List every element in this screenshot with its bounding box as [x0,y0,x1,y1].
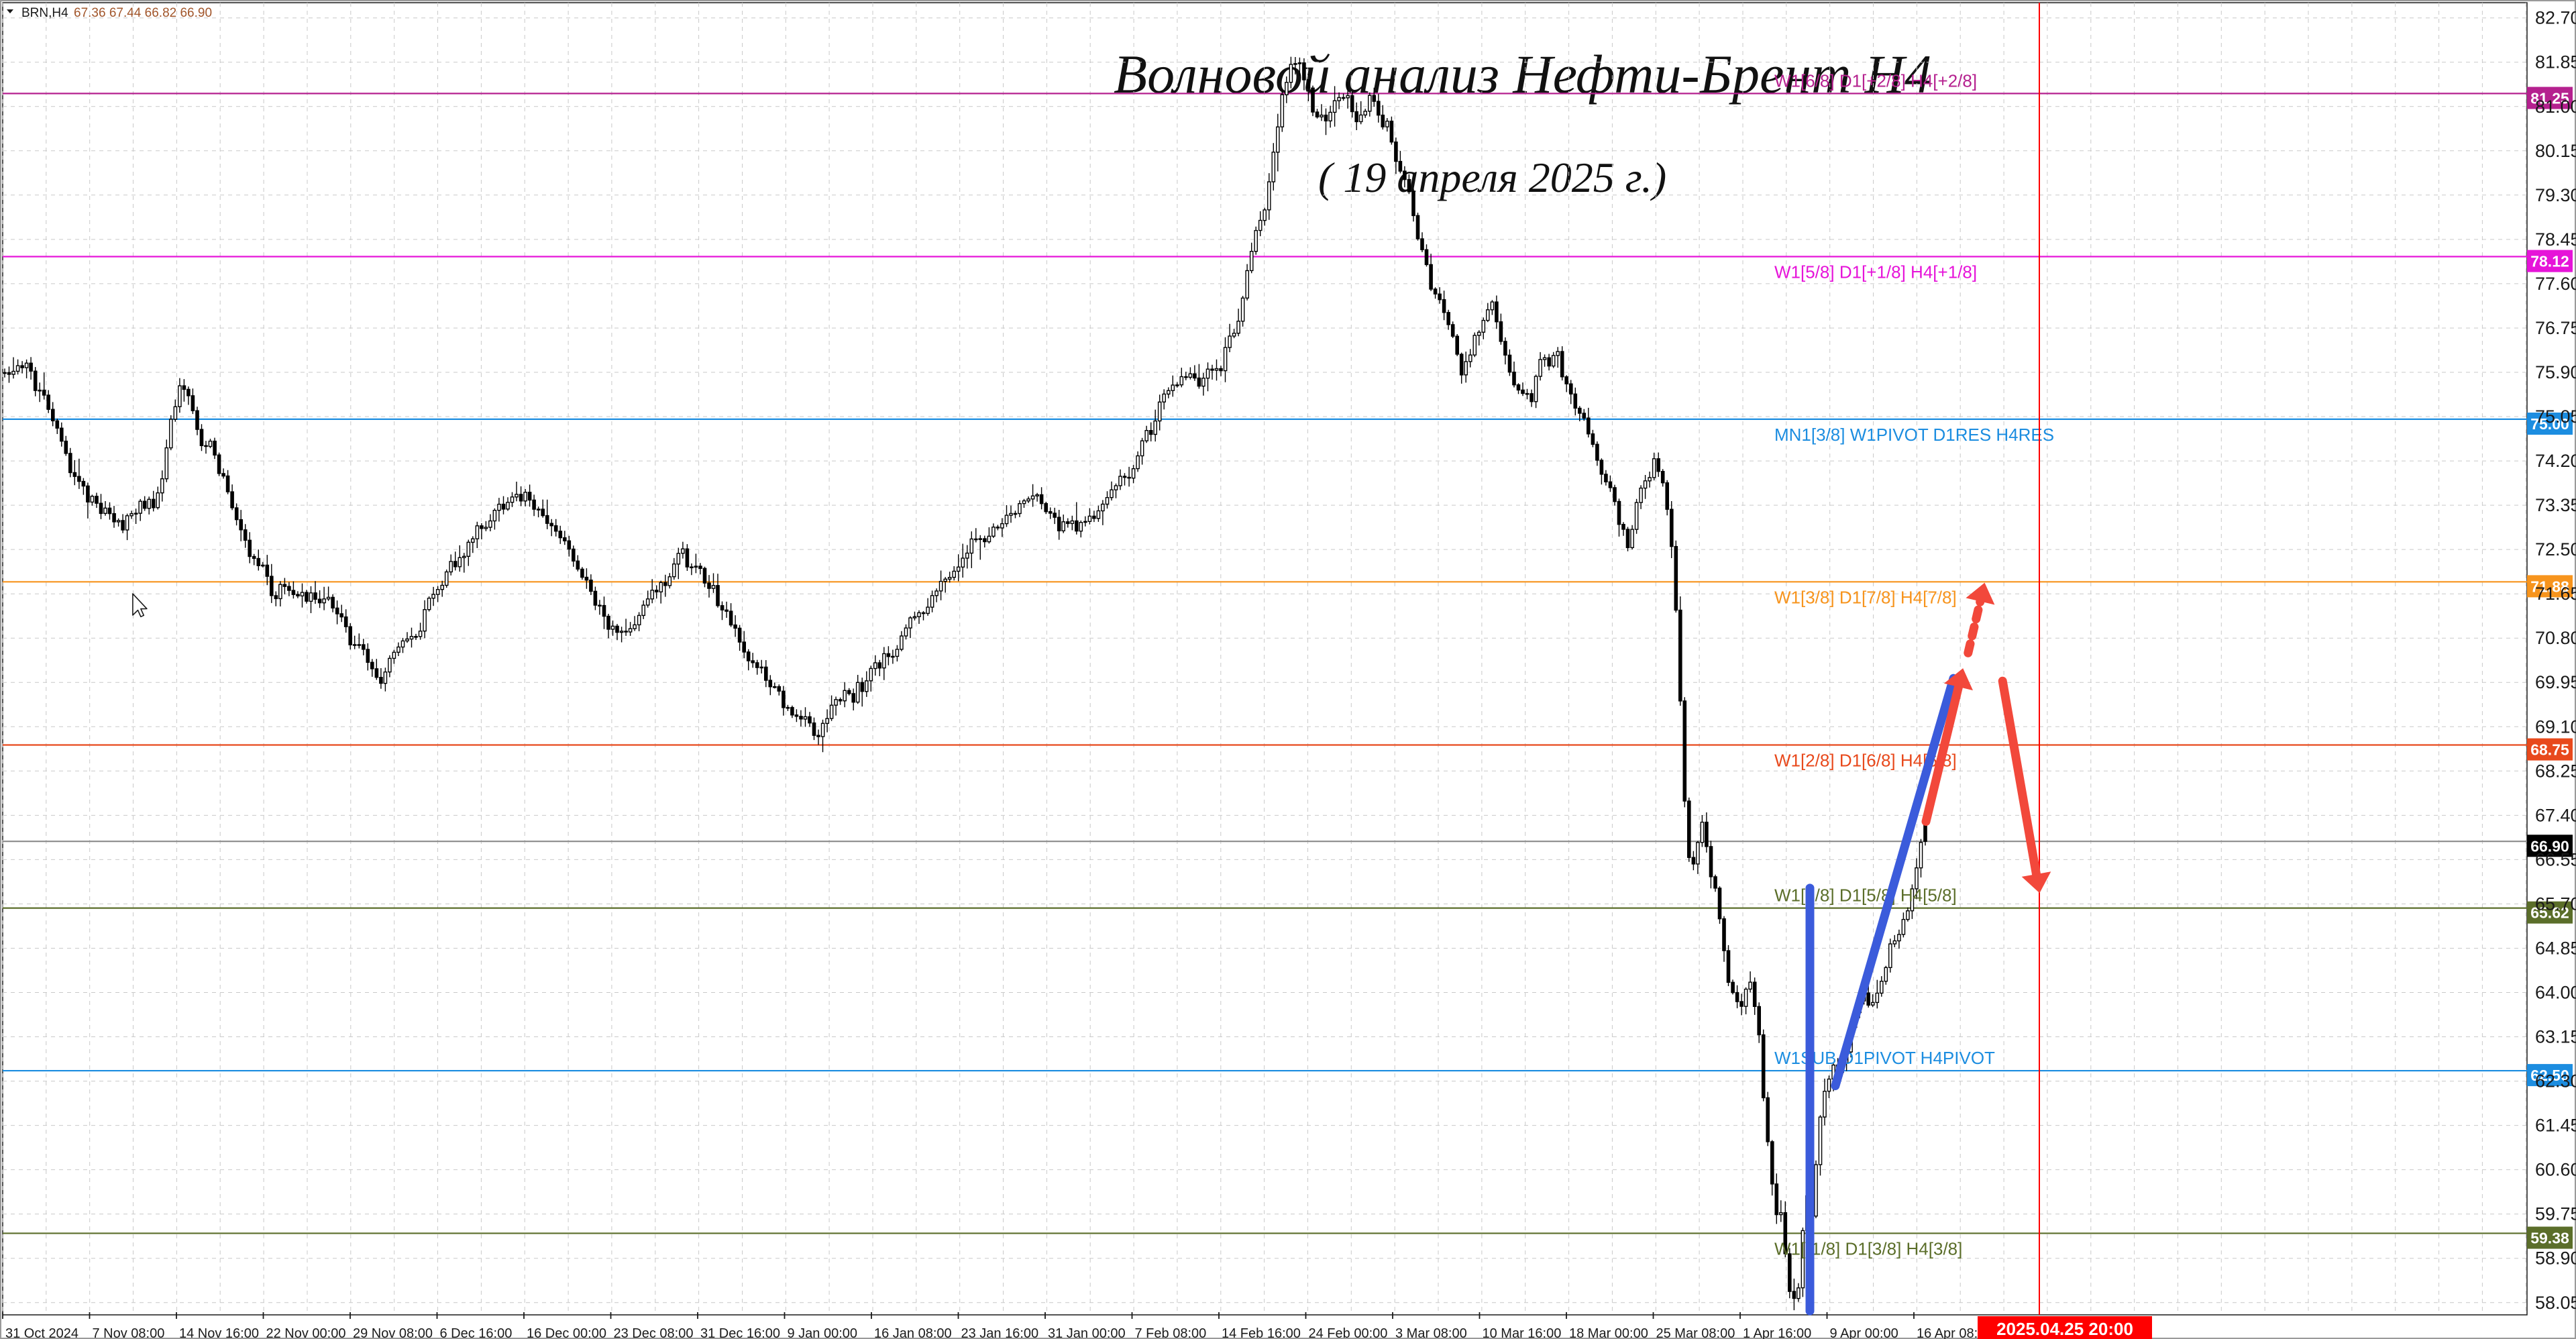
svg-text:69.10: 69.10 [2535,716,2576,737]
svg-text:75.05: 75.05 [2535,407,2576,427]
svg-text:7 Nov 08:00: 7 Nov 08:00 [93,1326,165,1339]
svg-text:W1[-1/8] D1[3/8] H4[3/8]: W1[-1/8] D1[3/8] H4[3/8] [1774,1238,1962,1258]
svg-text:59.75: 59.75 [2535,1204,2576,1224]
svg-text:16 Dec 00:00: 16 Dec 00:00 [527,1326,606,1339]
svg-text:72.50: 72.50 [2535,539,2576,559]
svg-text:14 Nov 16:00: 14 Nov 16:00 [179,1326,259,1339]
svg-text:W1[3/8] D1[7/8] H4[7/8]: W1[3/8] D1[7/8] H4[7/8] [1774,587,1957,607]
svg-text:58.05: 58.05 [2535,1293,2576,1313]
svg-text:63.15: 63.15 [2535,1027,2576,1047]
svg-text:77.60: 77.60 [2535,274,2576,294]
svg-text:73.35: 73.35 [2535,495,2576,515]
svg-text:81.85: 81.85 [2535,52,2576,72]
svg-text:69.95: 69.95 [2535,672,2576,692]
svg-text:24 Feb 00:00: 24 Feb 00:00 [1309,1326,1388,1339]
svg-text:80.15: 80.15 [2535,141,2576,161]
svg-text:68.75: 68.75 [2530,741,2569,759]
svg-text:81.00: 81.00 [2535,97,2576,117]
svg-text:10 Mar 16:00: 10 Mar 16:00 [1483,1326,1562,1339]
svg-text:W1[6/8] D1[+2/8] H4[+2/8]: W1[6/8] D1[+2/8] H4[+2/8] [1774,70,1977,91]
svg-text:18 Mar 00:00: 18 Mar 00:00 [1569,1326,1648,1339]
svg-text:66.55: 66.55 [2535,849,2576,869]
svg-text:( 19 апреля 2025 г.): ( 19 апреля 2025 г.) [1318,154,1666,201]
svg-text:31 Oct 2024: 31 Oct 2024 [5,1326,78,1339]
svg-text:76.75: 76.75 [2535,318,2576,338]
svg-text:31 Dec 16:00: 31 Dec 16:00 [700,1326,780,1339]
svg-text:59.38: 59.38 [2530,1230,2569,1247]
svg-text:79.30: 79.30 [2535,185,2576,205]
svg-text:70.80: 70.80 [2535,628,2576,648]
svg-text:9 Jan 00:00: 9 Jan 00:00 [788,1326,858,1339]
svg-text:78.12: 78.12 [2530,253,2569,270]
svg-text:22 Nov 00:00: 22 Nov 00:00 [266,1326,346,1339]
svg-text:65.70: 65.70 [2535,894,2576,914]
svg-text:64.85: 64.85 [2535,939,2576,959]
svg-text:9 Apr 00:00: 9 Apr 00:00 [1830,1326,1898,1339]
svg-text:64.00: 64.00 [2535,983,2576,1003]
svg-text:16 Jan 08:00: 16 Jan 08:00 [874,1326,952,1339]
svg-text:2025.04.25 20:00: 2025.04.25 20:00 [1996,1319,2133,1339]
svg-text:60.60: 60.60 [2535,1160,2576,1180]
svg-text:58.90: 58.90 [2535,1248,2576,1269]
svg-text:61.45: 61.45 [2535,1116,2576,1136]
svg-text:62.30: 62.30 [2535,1071,2576,1091]
svg-text:MN1[3/8] W1PIVOT D1RES H4RES: MN1[3/8] W1PIVOT D1RES H4RES [1774,425,2054,445]
svg-text:1 Apr 16:00: 1 Apr 16:00 [1743,1326,1811,1339]
svg-text:75.90: 75.90 [2535,362,2576,382]
svg-text:3 Mar 08:00: 3 Mar 08:00 [1395,1326,1467,1339]
svg-text:74.20: 74.20 [2535,451,2576,471]
svg-text:68.25: 68.25 [2535,761,2576,781]
svg-text:31 Jan 00:00: 31 Jan 00:00 [1048,1326,1126,1339]
svg-text:29 Nov 08:00: 29 Nov 08:00 [353,1326,433,1339]
svg-text:23 Jan 16:00: 23 Jan 16:00 [961,1326,1039,1339]
svg-text:25 Mar 08:00: 25 Mar 08:00 [1656,1326,1735,1339]
svg-text:W1[1/8] D1[5/8] H4[5/8]: W1[1/8] D1[5/8] H4[5/8] [1774,886,1957,906]
svg-text:78.45: 78.45 [2535,229,2576,250]
svg-text:W1[5/8] D1[+1/8] H4[+1/8]: W1[5/8] D1[+1/8] H4[+1/8] [1774,262,1977,282]
svg-text:71.65: 71.65 [2535,584,2576,604]
svg-text:14 Feb 16:00: 14 Feb 16:00 [1222,1326,1301,1339]
svg-text:6 Dec 16:00: 6 Dec 16:00 [440,1326,513,1339]
svg-text:23 Dec 08:00: 23 Dec 08:00 [614,1326,694,1339]
svg-text:67.40: 67.40 [2535,805,2576,825]
svg-text:82.70: 82.70 [2535,8,2576,28]
svg-text:7 Feb 08:00: 7 Feb 08:00 [1135,1326,1207,1339]
